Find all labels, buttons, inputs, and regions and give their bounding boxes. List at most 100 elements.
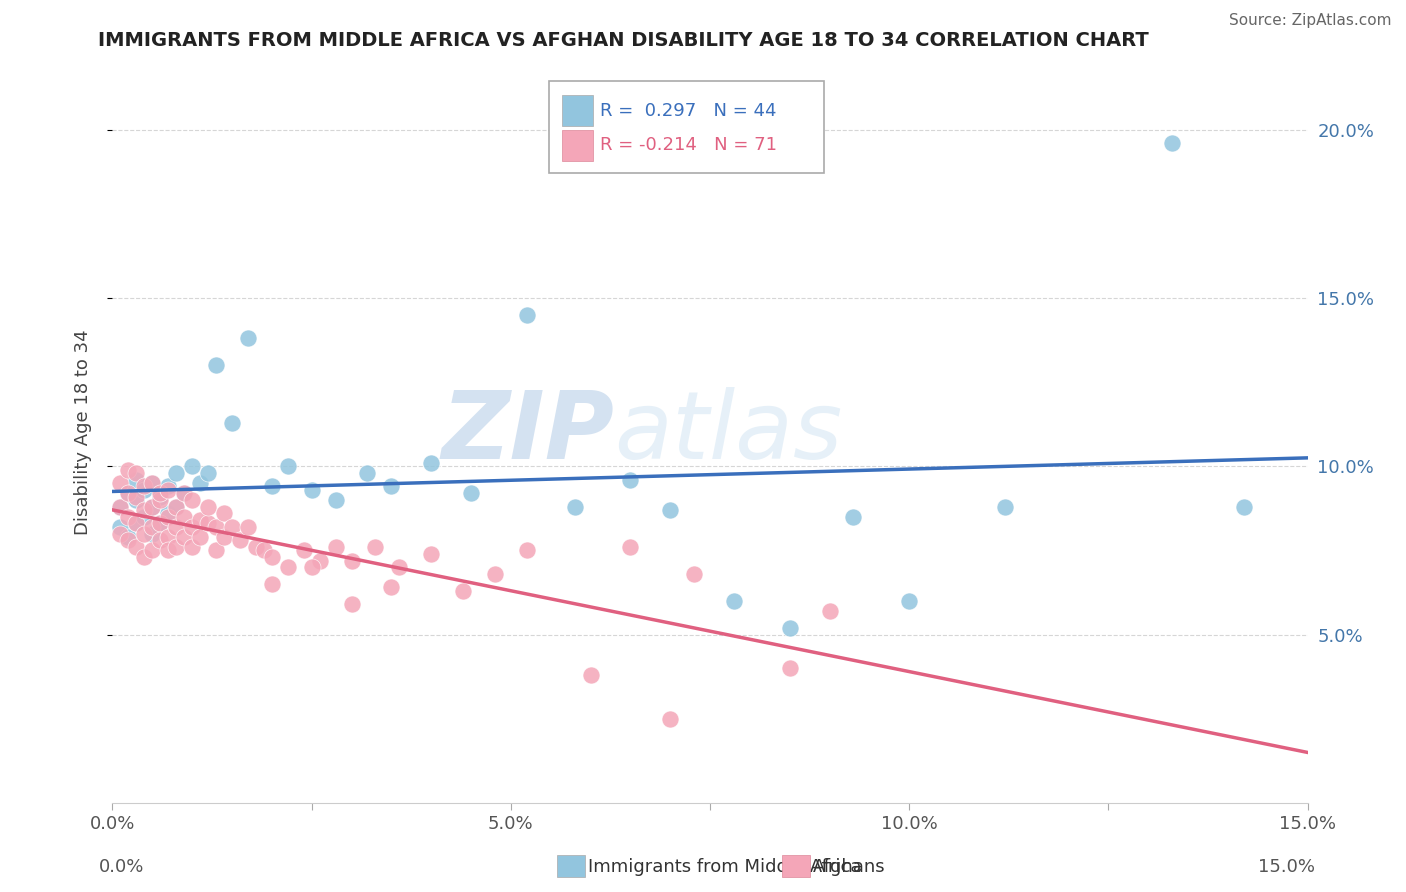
Text: Source: ZipAtlas.com: Source: ZipAtlas.com [1229,13,1392,29]
Point [388,560,411,574]
Point [356,466,378,480]
Point [141,500,163,514]
Point [1233,500,1256,514]
Point [117,533,139,548]
Point [451,583,474,598]
Point [236,331,259,345]
Point [149,533,172,548]
Point [141,526,163,541]
Point [125,473,148,487]
Point [157,530,180,544]
Point [165,466,187,480]
Point [683,566,706,581]
Point [188,530,211,544]
Point [325,540,347,554]
Point [197,466,219,480]
Point [181,492,204,507]
Point [205,359,228,373]
Point [125,516,148,531]
Point [134,479,156,493]
Point [221,520,243,534]
Point [141,500,163,514]
Point [165,520,187,534]
Point [149,516,172,531]
Text: 0.0%: 0.0% [98,858,143,876]
Point [141,543,163,558]
Point [117,462,139,476]
Point [165,500,187,514]
Point [149,516,172,531]
Point [157,483,180,497]
Point [173,486,195,500]
Point [723,594,745,608]
Point [301,560,323,574]
Point [141,476,163,491]
Point [564,500,586,514]
Point [898,594,921,608]
Point [117,530,139,544]
Point [117,486,139,500]
Point [117,486,139,500]
Point [134,503,156,517]
Point [188,476,211,491]
Point [221,416,243,430]
Y-axis label: Disability Age 18 to 34: Disability Age 18 to 34 [73,330,91,535]
Point [260,479,283,493]
Point [301,483,323,497]
Point [818,604,841,618]
Point [308,553,330,567]
Point [420,456,443,470]
Text: R =  0.297   N = 44: R = 0.297 N = 44 [600,102,776,120]
Point [173,509,195,524]
Point [157,509,180,524]
Point [277,560,299,574]
Point [364,540,387,554]
Point [236,520,259,534]
Point [141,520,163,534]
Point [1161,136,1184,151]
Point [141,476,163,491]
Point [134,483,156,497]
Point [516,308,538,322]
Point [117,509,139,524]
Point [181,540,204,554]
Point [245,540,267,554]
Point [212,530,235,544]
Point [157,543,180,558]
Point [157,507,180,521]
FancyBboxPatch shape [562,130,593,161]
Point [173,486,195,500]
Point [205,520,228,534]
Point [994,500,1017,514]
Point [460,486,482,500]
Point [125,516,148,531]
Text: IMMIGRANTS FROM MIDDLE AFRICA VS AFGHAN DISABILITY AGE 18 TO 34 CORRELATION CHAR: IMMIGRANTS FROM MIDDLE AFRICA VS AFGHAN … [98,31,1149,50]
Point [134,509,156,524]
Text: Immigrants from Middle Africa: Immigrants from Middle Africa [588,858,862,876]
Point [149,492,172,507]
Point [260,577,283,591]
Text: atlas: atlas [614,387,842,478]
Point [260,550,283,565]
Point [659,503,682,517]
Point [619,473,641,487]
Point [110,500,132,514]
Point [516,543,538,558]
Point [134,526,156,541]
Point [149,490,172,504]
Point [125,540,148,554]
Text: 15.0%: 15.0% [1257,858,1315,876]
Point [292,543,315,558]
Point [165,540,187,554]
Text: ZIP: ZIP [441,386,614,479]
Point [149,486,172,500]
Point [253,543,276,558]
Point [125,466,148,480]
Point [420,547,443,561]
Point [110,500,132,514]
FancyBboxPatch shape [562,95,593,126]
Point [340,553,363,567]
Point [340,597,363,611]
Point [205,543,228,558]
Point [181,520,204,534]
